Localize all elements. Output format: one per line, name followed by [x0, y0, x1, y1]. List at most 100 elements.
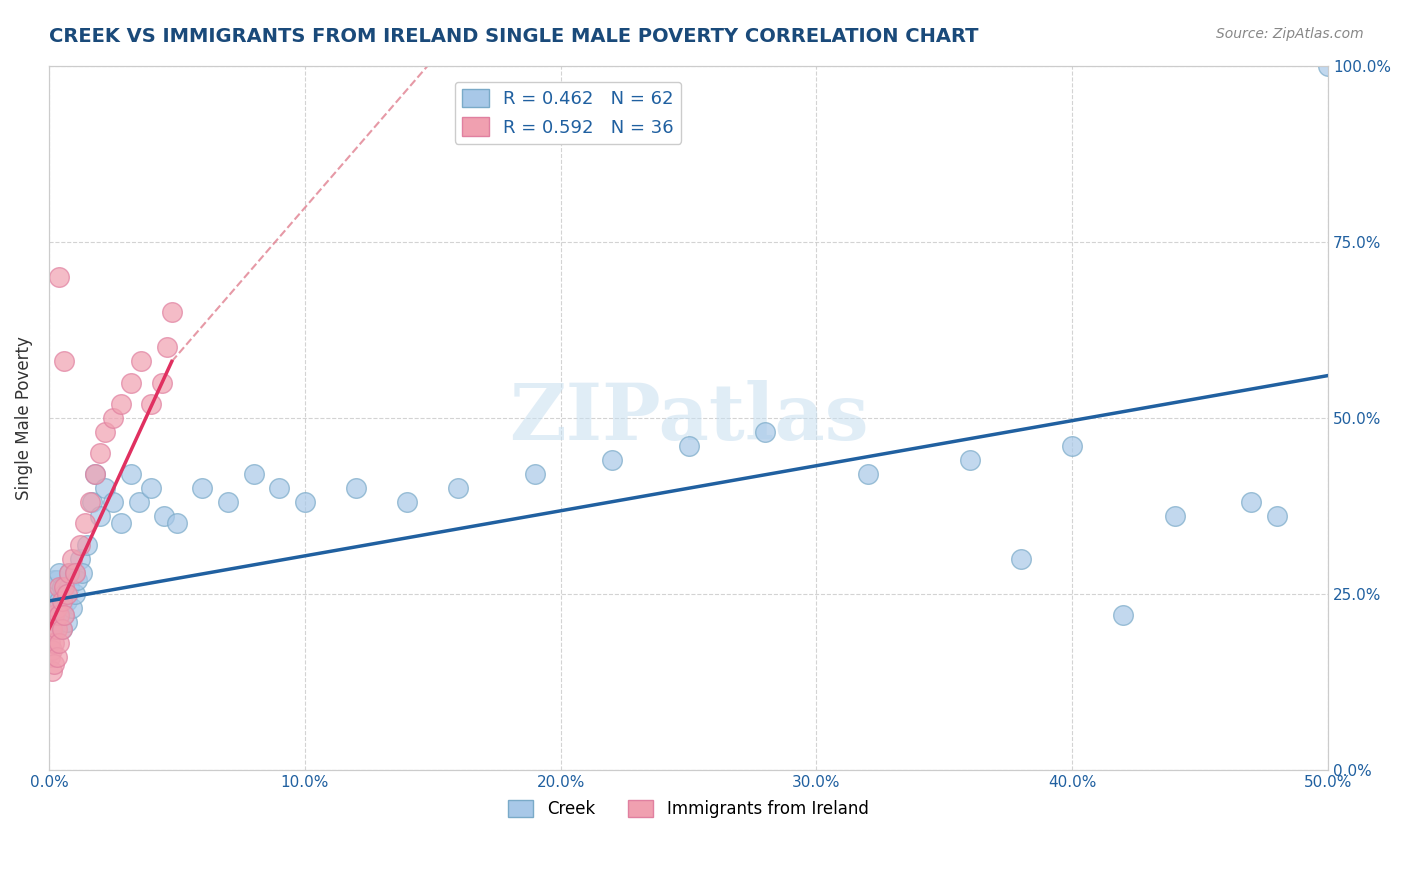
Point	[53, 587, 76, 601]
Point	[56, 594, 79, 608]
Point	[89, 446, 111, 460]
Legend: Creek, Immigrants from Ireland: Creek, Immigrants from Ireland	[502, 794, 876, 825]
Point	[754, 425, 776, 439]
Point	[524, 467, 547, 482]
Point	[45, 615, 67, 629]
Point	[1265, 509, 1288, 524]
Text: CREEK VS IMMIGRANTS FROM IRELAND SINGLE MALE POVERTY CORRELATION CHART: CREEK VS IMMIGRANTS FROM IRELAND SINGLE …	[49, 27, 979, 45]
Text: Source: ZipAtlas.com: Source: ZipAtlas.com	[1216, 27, 1364, 41]
Point	[51, 594, 73, 608]
Point	[45, 622, 67, 636]
Point	[58, 566, 80, 580]
Point	[150, 376, 173, 390]
Point	[63, 566, 86, 580]
Point	[84, 467, 107, 482]
Point	[94, 425, 117, 439]
Point	[294, 495, 316, 509]
Point	[48, 580, 70, 594]
Point	[128, 495, 150, 509]
Point	[45, 650, 67, 665]
Point	[1010, 551, 1032, 566]
Point	[42, 607, 65, 622]
Point	[48, 607, 70, 622]
Point	[110, 397, 132, 411]
Point	[191, 481, 214, 495]
Point	[101, 410, 124, 425]
Point	[84, 467, 107, 482]
Point	[1317, 59, 1340, 73]
Y-axis label: Single Male Poverty: Single Male Poverty	[15, 336, 32, 500]
Point	[51, 622, 73, 636]
Point	[58, 580, 80, 594]
Point	[63, 566, 86, 580]
Point	[678, 439, 700, 453]
Point	[41, 607, 63, 622]
Point	[51, 601, 73, 615]
Point	[447, 481, 470, 495]
Point	[1112, 607, 1135, 622]
Point	[166, 516, 188, 531]
Point	[41, 580, 63, 594]
Point	[141, 397, 163, 411]
Point	[269, 481, 291, 495]
Point	[56, 587, 79, 601]
Point	[242, 467, 264, 482]
Point	[48, 269, 70, 284]
Point	[42, 657, 65, 672]
Point	[45, 587, 67, 601]
Point	[38, 650, 60, 665]
Point	[60, 601, 83, 615]
Point	[56, 615, 79, 629]
Point	[48, 636, 70, 650]
Point	[45, 601, 67, 615]
Point	[396, 495, 419, 509]
Point	[73, 516, 96, 531]
Point	[153, 509, 176, 524]
Point	[60, 551, 83, 566]
Point	[160, 305, 183, 319]
Point	[856, 467, 879, 482]
Point	[63, 587, 86, 601]
Point	[110, 516, 132, 531]
Point	[94, 481, 117, 495]
Point	[66, 573, 89, 587]
Point	[79, 495, 101, 509]
Point	[120, 467, 142, 482]
Point	[217, 495, 239, 509]
Point	[82, 495, 104, 509]
Point	[53, 354, 76, 368]
Point	[39, 636, 62, 650]
Point	[156, 340, 179, 354]
Point	[51, 580, 73, 594]
Point	[141, 481, 163, 495]
Point	[41, 622, 63, 636]
Point	[101, 495, 124, 509]
Point	[41, 665, 63, 679]
Point	[89, 509, 111, 524]
Point	[1062, 439, 1084, 453]
Point	[69, 551, 91, 566]
Point	[48, 594, 70, 608]
Point	[69, 538, 91, 552]
Point	[120, 376, 142, 390]
Point	[42, 573, 65, 587]
Point	[1240, 495, 1263, 509]
Point	[45, 601, 67, 615]
Point	[600, 453, 623, 467]
Point	[129, 354, 152, 368]
Point	[45, 573, 67, 587]
Point	[51, 622, 73, 636]
Point	[53, 607, 76, 622]
Point	[70, 566, 93, 580]
Point	[48, 607, 70, 622]
Point	[53, 580, 76, 594]
Point	[42, 587, 65, 601]
Point	[42, 622, 65, 636]
Point	[1163, 509, 1185, 524]
Point	[959, 453, 981, 467]
Point	[344, 481, 367, 495]
Point	[53, 607, 76, 622]
Point	[76, 538, 98, 552]
Text: ZIPatlas: ZIPatlas	[509, 380, 869, 456]
Point	[48, 566, 70, 580]
